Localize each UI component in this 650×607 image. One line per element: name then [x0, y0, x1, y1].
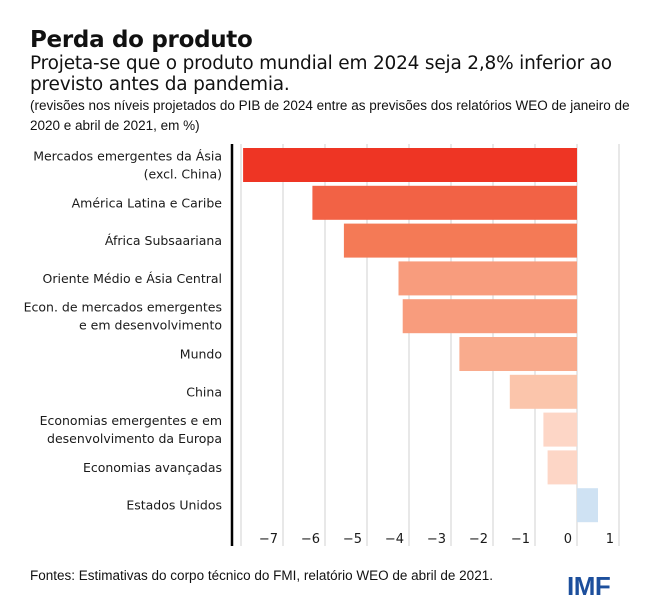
x-tick-labels: −7 −6 −5 −4 −3 −2 −1 0 1 [259, 532, 614, 547]
category-label: Economias avançadas [83, 460, 222, 475]
bars [243, 148, 598, 523]
bar [509, 374, 577, 409]
bar [402, 299, 577, 334]
x-tick-label: −6 [301, 532, 320, 547]
bar [459, 337, 577, 371]
category-label: América Latina e Caribe [72, 195, 223, 210]
source-note: Fontes: Estimativas do corpo técnico do … [30, 568, 493, 583]
category-label: Estados Unidos [126, 498, 222, 513]
x-tick-label: 0 [564, 532, 572, 547]
bar [398, 261, 577, 296]
category-label: África Subsaariana [105, 233, 222, 248]
x-tick-label: 1 [606, 532, 614, 547]
category-label: (excl. China) [144, 167, 222, 182]
x-tick-label: −2 [469, 532, 488, 547]
imf-logo: IMF [567, 571, 611, 601]
x-tick-label: −1 [511, 532, 530, 547]
category-label: China [186, 384, 222, 399]
bar [547, 450, 577, 485]
chart-note: (revisões nos níveis projetados do PIB d… [30, 98, 630, 133]
chart-subtitle: Projeta-se que o produto mundial em 2024… [30, 53, 612, 95]
category-label: Economias emergentes e em [40, 413, 222, 428]
bar [243, 148, 577, 182]
category-label: e em desenvolvimento [79, 318, 222, 333]
category-label: Mundo [180, 347, 222, 362]
bar [577, 488, 598, 523]
x-tick-label: −4 [385, 532, 404, 547]
bar [312, 185, 577, 220]
chart-title: Perda do produto [30, 27, 253, 53]
category-label: Mercados emergentes da Ásia [33, 149, 222, 164]
category-labels: Mercados emergentes da Ásia (excl. China)… [24, 149, 223, 513]
x-tick-label: −5 [343, 532, 362, 547]
category-label: Econ. de mercados emergentes [24, 300, 222, 315]
x-tick-label: −7 [259, 532, 278, 547]
category-label: Oriente Médio e Ásia Central [43, 271, 222, 286]
category-label: desenvolvimento da Europa [47, 431, 222, 446]
bar [343, 223, 577, 258]
x-tick-label: −3 [427, 532, 446, 547]
bar [543, 412, 577, 447]
